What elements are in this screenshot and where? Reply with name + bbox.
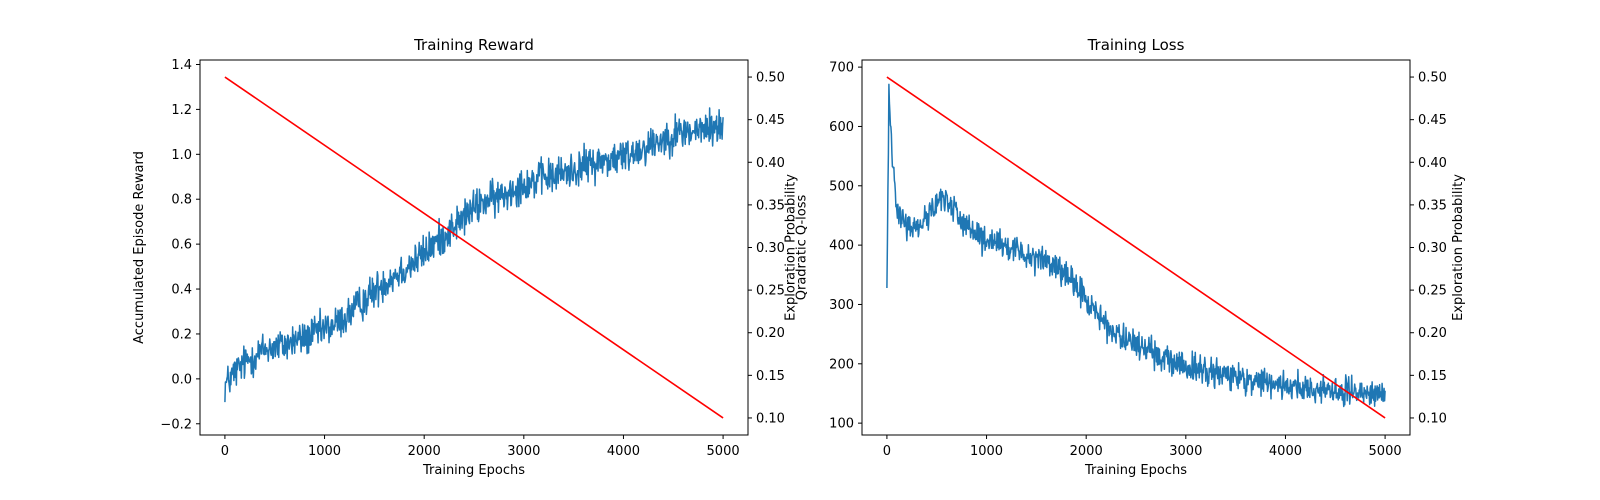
y-tick-label: 0.6 (171, 238, 192, 253)
x-tick-label: 1000 (308, 444, 341, 459)
y2-tick-label: 0.40 (756, 156, 785, 171)
y2-tick-label: 0.45 (756, 113, 785, 128)
x-tick-label: 2000 (1070, 444, 1103, 459)
y2-tick-label: 0.10 (756, 411, 785, 426)
y2-tick-label: 0.25 (756, 284, 785, 299)
y2-tick-label: 0.15 (1418, 369, 1447, 384)
y2-tick-label: 0.35 (1418, 198, 1447, 213)
x-tick-label: 5000 (1369, 444, 1402, 459)
y2-tick-label: 0.15 (756, 369, 785, 384)
exploration-probability-line (886, 76, 1386, 419)
x-tick-label: 1000 (970, 444, 1003, 459)
y-tick-label: 700 (829, 61, 854, 76)
y-tick-label: 100 (829, 417, 854, 432)
x-tick-label: 3000 (507, 444, 540, 459)
x-tick-label: 0 (221, 444, 229, 459)
x-axis-label: Training Epochs (1084, 463, 1187, 478)
y-tick-label: 600 (829, 120, 854, 135)
y-tick-label: 1.4 (171, 58, 192, 73)
x-tick-label: 5000 (707, 444, 740, 459)
y2-tick-label: 0.35 (756, 198, 785, 213)
y-tick-label: 0.0 (171, 372, 192, 387)
y-tick-label: 0.8 (171, 193, 192, 208)
y2-tick-label: 0.20 (756, 326, 785, 341)
y2-axis-label: Qradratic Q-loss (795, 195, 810, 301)
y2-tick-label: 0.50 (1418, 71, 1447, 86)
exploration-probability-line (224, 76, 724, 419)
y2-axis-label: Exploration Probability (1451, 174, 1466, 321)
y2-tick-label: 0.45 (1418, 113, 1447, 128)
loss-series-line (886, 83, 1386, 408)
x-tick-label: 0 (883, 444, 891, 459)
y-tick-label: 0.2 (171, 327, 192, 342)
reward-series-line (224, 107, 724, 403)
y2-axis-label: Exploration Probability (784, 174, 799, 321)
y-tick-label: 200 (829, 357, 854, 372)
training-loss-chart: 0 1000 2000 3000 4000 5000 100 200 300 400 500 600 7… (829, 36, 1466, 478)
y-tick-label: −0.2 (160, 417, 192, 432)
y2-tick-label: 0.40 (1418, 156, 1447, 171)
y-tick-label: 0.4 (171, 283, 192, 298)
y2-tick-label: 0.30 (756, 241, 785, 256)
training-reward-chart: 0 1000 2000 3000 4000 5000 −0.2 0.0 0.2 0.4 0.6 0.8… (132, 36, 810, 478)
y-tick-label: 1.0 (171, 148, 192, 163)
y2-tick-label: 0.50 (756, 71, 785, 86)
y-tick-label: 400 (829, 239, 854, 254)
y2-tick-label: 0.10 (1418, 411, 1447, 426)
y-tick-label: 300 (829, 298, 854, 313)
chart-title: Training Reward (413, 36, 534, 54)
y2-tick-label: 0.25 (1418, 284, 1447, 299)
x-axis-label: Training Epochs (422, 463, 525, 478)
y-tick-label: 500 (829, 179, 854, 194)
x-tick-label: 2000 (408, 444, 441, 459)
chart-title: Training Loss (1087, 36, 1185, 54)
y-tick-label: 1.2 (171, 103, 192, 118)
x-tick-label: 4000 (607, 444, 640, 459)
y2-tick-label: 0.20 (1418, 326, 1447, 341)
x-tick-label: 3000 (1169, 444, 1202, 459)
x-tick-label: 4000 (1269, 444, 1302, 459)
y-axis-label: Accumulated Episode Reward (132, 151, 147, 344)
y2-tick-label: 0.30 (1418, 241, 1447, 256)
